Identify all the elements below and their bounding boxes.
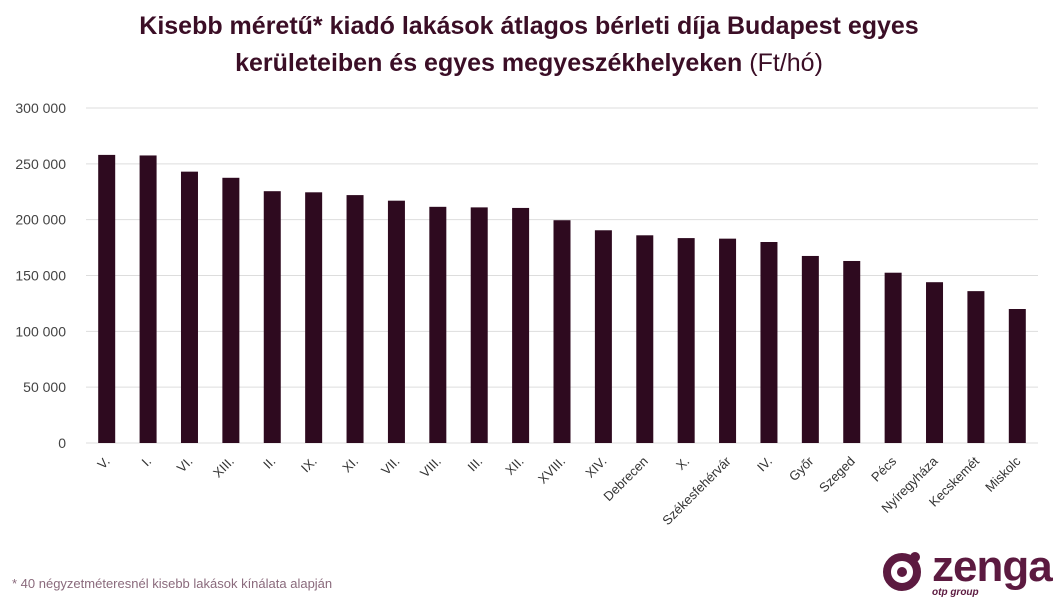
chart-title-line2-text: kerületeiben és egyes megyeszékhelyeken	[235, 49, 743, 77]
x-tick-label: IX.	[298, 454, 320, 476]
x-tick-label: XVIII.	[535, 454, 568, 487]
chart-title-line1: Kisebb méretű* kiadó lakások átlagos bér…	[139, 12, 919, 40]
x-tick-label: IV.	[754, 454, 775, 475]
footnote: * 40 négyzetméteresnél kisebb lakások kí…	[12, 576, 333, 591]
x-tick-label: Székesfehérvár	[659, 453, 734, 528]
y-tick-label: 250 000	[15, 156, 66, 172]
x-tick-label: VIII.	[417, 454, 444, 481]
bar	[1008, 309, 1026, 443]
x-tick-label: II.	[260, 454, 278, 472]
bar	[553, 220, 571, 443]
x-tick-label: XII.	[502, 454, 526, 478]
y-tick-label: 200 000	[15, 212, 66, 228]
x-tick-label: VI.	[174, 454, 196, 476]
x-tick-label: Miskolc	[982, 453, 1024, 495]
chart-title-unit: (Ft/hó)	[749, 49, 823, 77]
zenga-logo-sub: otp group	[932, 587, 979, 598]
x-tick-label: Szeged	[816, 454, 858, 496]
y-tick-label: 100 000	[15, 323, 66, 339]
bar	[594, 230, 612, 443]
bar	[429, 206, 447, 443]
x-tick-label: V.	[94, 454, 112, 472]
y-tick-label: 150 000	[15, 268, 66, 284]
bar	[760, 242, 778, 443]
bar	[346, 195, 364, 443]
bar	[677, 238, 695, 443]
bar	[512, 207, 530, 443]
bar	[636, 235, 654, 443]
chart-title: Kisebb méretű* kiadó lakások átlagos bér…	[0, 8, 1058, 82]
bar	[719, 238, 737, 443]
zenga-logo: zenga otp group	[880, 542, 1053, 602]
bar	[263, 191, 281, 443]
bar	[222, 177, 240, 443]
x-tick-label: XI.	[339, 454, 361, 476]
y-tick-label: 0	[58, 435, 66, 451]
y-tick-label: 300 000	[15, 100, 66, 116]
zenga-logo-icon	[883, 552, 921, 591]
x-tick-label: I.	[138, 454, 154, 470]
x-tick-label: Debrecen	[600, 454, 650, 504]
x-tick-label: XIII.	[210, 454, 237, 481]
x-tick-label: III.	[465, 454, 486, 475]
chart-title-line2: kerületeiben és egyes megyeszékhelyeken …	[0, 45, 1058, 82]
x-tick-label: X.	[673, 454, 692, 473]
x-tick-label: Győr	[786, 453, 817, 484]
bar	[843, 260, 861, 443]
bar	[305, 192, 323, 443]
x-tick-label: XIV.	[582, 454, 609, 481]
x-tick-label: VII.	[378, 454, 402, 478]
bar	[967, 291, 985, 443]
bar	[139, 155, 157, 444]
zenga-logo-word: zenga	[932, 542, 1053, 591]
bar	[180, 171, 198, 443]
x-tick-label: Pécs	[868, 453, 899, 484]
bar	[98, 154, 116, 443]
bar	[387, 200, 405, 443]
y-tick-label: 50 000	[23, 379, 66, 395]
bar	[801, 255, 819, 443]
bar	[926, 282, 944, 443]
bar	[884, 272, 902, 443]
bar	[470, 207, 488, 443]
